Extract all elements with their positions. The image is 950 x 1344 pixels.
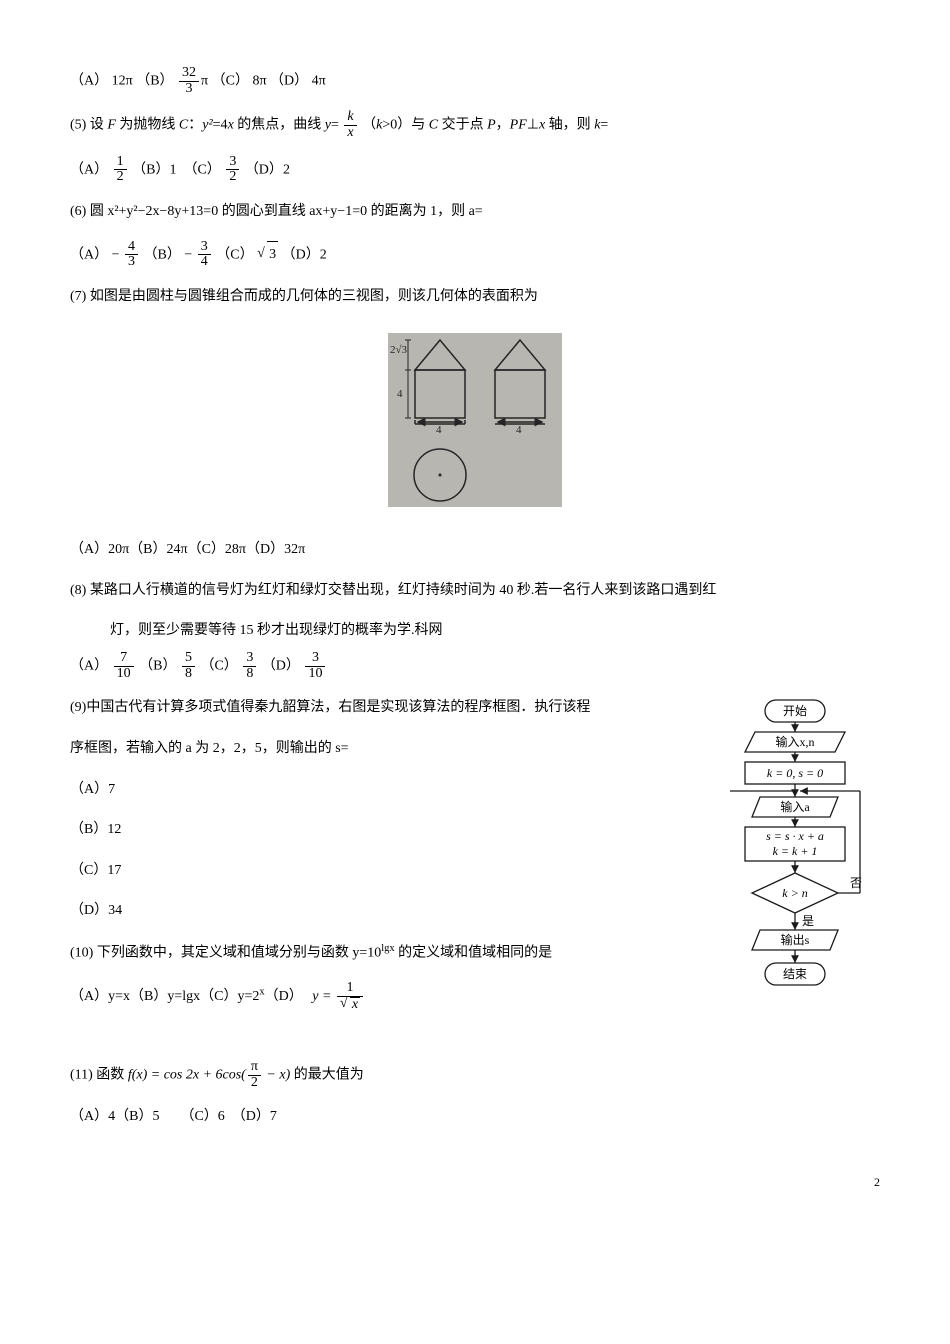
page-number: 2 — [70, 1171, 880, 1194]
q6-c-sqrt: 3 — [257, 241, 278, 269]
q8-stem1: (8) 某路口人行横道的信号灯为红灯和绿灯交替出现，红灯持续时间为 40 秒.若… — [70, 578, 880, 605]
q7-label-br: 4 — [516, 424, 522, 436]
q10-d-frac: 1 x — [337, 981, 363, 1012]
q8-options: （A） 710 （B） 58 （C） 38 （D） 310 — [70, 651, 880, 681]
q4-d-value: 4π — [312, 73, 326, 88]
q4-c-value: 8π — [252, 73, 266, 88]
q7-figure: 2√3 4 4 4 — [70, 325, 880, 526]
q9-flowchart: 开始 输入x,n k = 0, s = 0 输入a s = s · x + a … — [710, 695, 880, 1036]
flow-calc1: s = s · x + a — [766, 829, 824, 843]
q8-a-frac: 710 — [114, 651, 134, 681]
q4-c-label: （C） — [212, 73, 249, 88]
q4-b-frac: 32 3 — [179, 66, 199, 96]
q4-b-suffix: π — [201, 73, 208, 88]
q10-d-sqrt: x — [340, 997, 360, 1013]
q7-label-bl: 4 — [436, 424, 442, 436]
q11-options: （A）4（B）5 （C）6 （D）7 — [70, 1104, 880, 1131]
flow-in1: 输入x,n — [775, 734, 814, 749]
q11-stem: (11) 函数 f(x) = cos 2x + 6cos(π2 − x) 的最大… — [70, 1060, 880, 1090]
flow-init: k = 0, s = 0 — [767, 766, 823, 780]
q4-a-value: 12π — [112, 73, 133, 88]
q8-b-frac: 58 — [182, 651, 195, 681]
q5-frac: k x — [344, 110, 356, 140]
q5-a-frac: 12 — [114, 155, 127, 185]
q4-options: （A） 12π （B） 32 3 π （C） 8π （D） 4π — [70, 66, 880, 96]
q6-a-frac: 43 — [125, 240, 138, 270]
q4-b-label: （B） — [136, 73, 173, 88]
flow-in2: 输入a — [780, 799, 810, 814]
q8-d-frac: 310 — [305, 651, 325, 681]
q6-stem: (6) 圆 x²+y²−2x−8y+13=0 的圆心到直线 ax+y−1=0 的… — [70, 199, 880, 226]
flow-calc2: k = k + 1 — [773, 844, 818, 858]
q5-options: （A） 12 （B）1 （C） 32 （D）2 — [70, 155, 880, 185]
flow-end: 结束 — [783, 967, 807, 981]
q5-stem: (5) 设 F 为抛物线 C：y²=4x 的焦点，曲线 y= k x （k>0）… — [70, 110, 880, 140]
q6-b-frac: 34 — [198, 240, 211, 270]
flow-start: 开始 — [783, 704, 807, 718]
q8-stem2: 灯，则至少需要等待 15 秒才出现绿灯的概率为学.科网 — [110, 618, 880, 645]
q4-d-label: （D） — [270, 73, 308, 88]
q6-options: （A） − 43 （B） − 34 （C） 3 （D）2 — [70, 240, 880, 270]
q4-a-label: （A） — [70, 73, 108, 88]
q7-label-mid: 4 — [397, 388, 403, 400]
flow-cond: k > n — [782, 886, 807, 900]
q8-c-frac: 38 — [243, 651, 256, 681]
q7-label-top: 2√3 — [390, 344, 408, 356]
flow-yes: 是 — [802, 914, 814, 928]
q5-c-frac: 32 — [226, 155, 239, 185]
q7-options: （A）20π（B）24π（C）28π（D）32π — [70, 537, 880, 564]
flow-out: 输出s — [781, 932, 810, 947]
q11-pi-frac: π2 — [248, 1060, 261, 1090]
q7-stem: (7) 如图是由圆柱与圆锥组合而成的几何体的三视图，则该几何体的表面积为 — [70, 284, 880, 311]
